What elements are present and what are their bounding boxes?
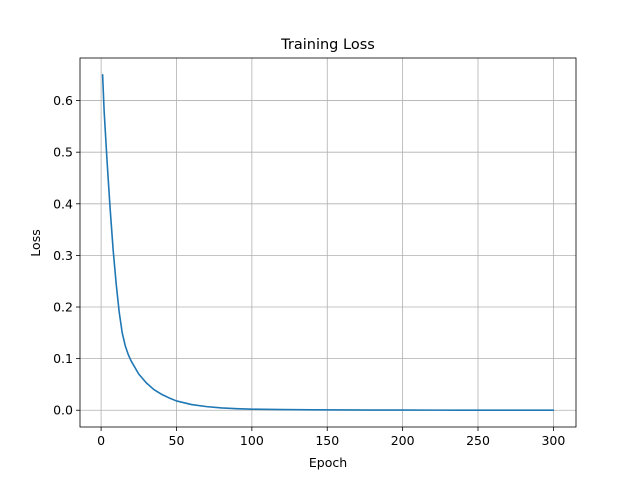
- x-axis-label: Epoch: [309, 455, 347, 470]
- y-tick-label: 0.3: [53, 248, 73, 263]
- loss-series-line: [101, 73, 555, 412]
- grid-layer: [80, 58, 576, 427]
- y-tick-label: 0.5: [53, 145, 73, 160]
- series-layer: [101, 73, 555, 412]
- plot-frame: [79, 57, 577, 428]
- x-tick-label: 100: [240, 433, 264, 448]
- y-tick-label: 0.1: [53, 351, 73, 366]
- x-tick-label: 250: [466, 433, 490, 448]
- y-tick-label: 0.0: [53, 403, 73, 418]
- x-tick-label: 150: [315, 433, 339, 448]
- x-tick-label: 0: [97, 433, 105, 448]
- x-tick-label: 50: [169, 433, 185, 448]
- tick-layer: 0 50 100 150 200 250 300 0.0 0.1 0.2 0.3 0.4 0.5 0.6: [53, 93, 565, 448]
- y-tick-label: 0.6: [53, 93, 73, 108]
- y-tick-label: 0.2: [53, 300, 73, 315]
- x-tick-label: 200: [391, 433, 415, 448]
- chart-title: Training Loss: [280, 37, 375, 53]
- y-axis-label: Loss: [28, 229, 43, 256]
- y-tick-label: 0.4: [53, 196, 73, 211]
- x-tick-label: 300: [541, 433, 565, 448]
